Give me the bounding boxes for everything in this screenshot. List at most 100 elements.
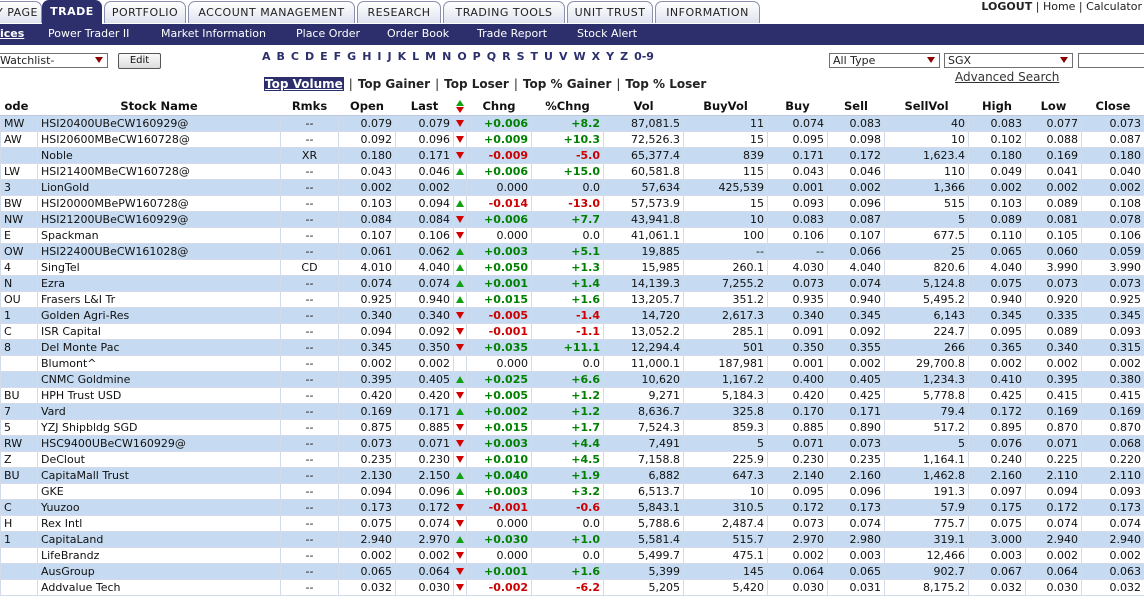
logout-link[interactable]: LOGOUT — [981, 0, 1033, 13]
letter-filter-p[interactable]: P — [472, 50, 481, 63]
letter-filter-j[interactable]: J — [387, 50, 392, 63]
stock-name-cell[interactable]: SingTel — [37, 259, 281, 276]
table-row[interactable]: E Spackman -- 0.107 0.106 0.000 0.0 41,061.1 100… — [0, 227, 1144, 244]
stock-name-cell[interactable]: CapitaMall Trust — [37, 467, 281, 484]
stock-name-cell[interactable]: HSI21400MBeCW160728@ — [37, 163, 281, 180]
table-row[interactable]: AW HSI20600MBeCW160728@ -- 0.092 0.096 +0.009… — [0, 131, 1144, 148]
table-row[interactable]: H Rex Intl -- 0.075 0.074 0.000 0.0 5,788.6 2,48… — [0, 515, 1144, 532]
stock-name-cell[interactable]: HSI20000MBePW160728@ — [37, 195, 281, 212]
table-row[interactable]: 5 YZJ Shipbldg SGD -- 0.875 0.885 +0.015 +1.7 7… — [0, 419, 1144, 436]
letter-filter-i[interactable]: I — [377, 50, 382, 63]
letter-filter-o[interactable]: O — [457, 50, 467, 63]
subnav-order-book[interactable]: Order Book — [387, 27, 450, 40]
stock-name-cell[interactable]: Del Monte Pac — [37, 339, 281, 356]
stock-name-cell[interactable]: Spackman — [37, 227, 281, 244]
stock-name-cell[interactable]: ISR Capital — [37, 323, 281, 340]
tab-account-management[interactable]: ACCOUNT MANAGEMENT — [188, 1, 355, 23]
subnav-prices[interactable]: ices — [0, 27, 25, 40]
letter-filter-r[interactable]: R — [502, 50, 511, 63]
stock-name-cell[interactable]: AusGroup — [37, 563, 281, 580]
table-row[interactable]: RW HSC9400UBeCW160929@ -- 0.073 0.071 +0.003 +… — [0, 435, 1144, 452]
letter-filter-0-9[interactable]: 0-9 — [634, 50, 654, 63]
stock-name-cell[interactable]: HSI20600MBeCW160728@ — [37, 131, 281, 148]
letter-filter-v[interactable]: V — [558, 50, 568, 63]
letter-filter-n[interactable]: N — [442, 50, 452, 63]
type-select[interactable]: All Type — [829, 53, 940, 68]
letter-filter-g[interactable]: G — [347, 50, 357, 63]
letter-filter-z[interactable]: Z — [620, 50, 629, 63]
stock-name-cell[interactable]: CNMC Goldmine — [37, 371, 281, 388]
col-pct-chng-header[interactable]: %Chng — [531, 97, 604, 116]
col-sellvol-header[interactable]: SellVol — [884, 97, 969, 116]
table-row[interactable]: 7 Vard -- 0.169 0.171 +0.002 +1.2 8,636.7 325.8 0… — [0, 403, 1144, 420]
col-buy-header[interactable]: Buy — [767, 97, 828, 116]
letter-filter-u[interactable]: U — [544, 50, 553, 63]
stock-name-cell[interactable]: Yuuzoo — [37, 499, 281, 516]
table-row[interactable]: C Yuuzoo -- 0.173 0.172 -0.001 -0.6 5,843.1 310.… — [0, 499, 1144, 516]
subnav-market-information[interactable]: Market Information — [161, 27, 266, 40]
stock-name-cell[interactable]: LionGold — [37, 179, 281, 196]
stock-name-cell[interactable]: Noble — [37, 147, 281, 164]
col-sell-header[interactable]: Sell — [827, 97, 885, 116]
table-row[interactable]: OU Frasers L&I Tr -- 0.925 0.940 +0.015 +1.6 13… — [0, 291, 1144, 308]
stock-name-cell[interactable]: LifeBrandz — [37, 547, 281, 564]
table-row[interactable]: BU CapitaMall Trust -- 2.130 2.150 +0.040 +1.9… — [0, 467, 1144, 484]
letter-filter-m[interactable]: M — [425, 50, 437, 63]
table-row[interactable]: 1 CapitaLand -- 2.940 2.970 +0.030 +1.0 5,581.4… — [0, 531, 1144, 548]
table-row[interactable]: C ISR Capital -- 0.094 0.092 -0.001 -1.1 13,052… — [0, 323, 1144, 340]
col-buyvol-header[interactable]: BuyVol — [683, 97, 768, 116]
col-last-header[interactable]: Last — [395, 97, 454, 116]
tab-information[interactable]: INFORMATION — [655, 1, 760, 23]
col-code-header[interactable]: ode — [0, 97, 38, 116]
market-select[interactable]: SGX — [944, 53, 1073, 68]
table-row[interactable]: BW HSI20000MBePW160728@ -- 0.103 0.094 -0.014… — [0, 195, 1144, 212]
col-open-header[interactable]: Open — [338, 97, 396, 116]
rank-top-gainer[interactable]: Top Gainer — [357, 77, 431, 91]
stock-name-cell[interactable]: HSI22400UBeCW161028@ — [37, 243, 281, 260]
letter-filter-l[interactable]: L — [412, 50, 420, 63]
stock-name-cell[interactable]: HPH Trust USD — [37, 387, 281, 404]
col-high-header[interactable]: High — [968, 97, 1026, 116]
stock-name-cell[interactable]: GKE — [37, 483, 281, 500]
table-row[interactable]: 4 SingTel CD 4.010 4.040 +0.050 +1.3 15,985 260.… — [0, 259, 1144, 276]
tab-trade[interactable]: TRADE — [42, 0, 102, 24]
table-row[interactable]: AusGroup -- 0.065 0.064 +0.001 +1.6 5,399 145 0.… — [0, 563, 1144, 580]
letter-filter-h[interactable]: H — [362, 50, 372, 63]
letter-filter-b[interactable]: B — [276, 50, 285, 63]
stock-name-cell[interactable]: Vard — [37, 403, 281, 420]
table-row[interactable]: NW HSI21200UBeCW160929@ -- 0.084 0.084 +0.006… — [0, 211, 1144, 228]
stock-name-cell[interactable]: Addvalue Tech — [37, 579, 281, 596]
tab-trading-tools[interactable]: TRADING TOOLS — [443, 1, 565, 23]
letter-filter-x[interactable]: X — [591, 50, 601, 63]
table-row[interactable]: Addvalue Tech -- 0.032 0.030 -0.002 -6.2 5,205… — [0, 579, 1144, 596]
stock-name-cell[interactable]: CapitaLand — [37, 531, 281, 548]
letter-filter-w[interactable]: W — [573, 50, 586, 63]
edit-watchlist-button[interactable]: Edit — [118, 53, 161, 69]
calculator-link[interactable]: Calculator — [1086, 0, 1142, 13]
letter-filter-k[interactable]: K — [397, 50, 407, 63]
letter-filter-a[interactable]: A — [262, 50, 271, 63]
search-input[interactable] — [1078, 53, 1144, 68]
table-row[interactable]: Blumont^ -- 0.002 0.002 0.000 0.0 11,000.1 187,… — [0, 355, 1144, 372]
table-row[interactable]: 8 Del Monte Pac -- 0.345 0.350 +0.035 +11.1 12,… — [0, 339, 1144, 356]
col-close-header[interactable]: Close — [1081, 97, 1144, 116]
letter-filter-c[interactable]: C — [290, 50, 299, 63]
col-low-header[interactable]: Low — [1025, 97, 1082, 116]
table-row[interactable]: 3 LionGold -- 0.002 0.002 0.000 0.0 57,634 425,5… — [0, 179, 1144, 196]
rank-top-volume[interactable]: Top Volume — [264, 77, 344, 91]
stock-name-cell[interactable]: DeClout — [37, 451, 281, 468]
table-row[interactable]: CNMC Goldmine -- 0.395 0.405 +0.025 +6.6 10,62… — [0, 371, 1144, 388]
letter-filter-q[interactable]: Q — [486, 50, 497, 63]
stock-name-cell[interactable]: Ezra — [37, 275, 281, 292]
stock-name-cell[interactable]: Rex Intl — [37, 515, 281, 532]
stock-name-cell[interactable]: Blumont^ — [37, 355, 281, 372]
advanced-search-link[interactable]: Advanced Search — [955, 70, 1060, 84]
stock-name-cell[interactable]: HSI20400UBeCW160929@ — [37, 115, 281, 132]
subnav-place-order[interactable]: Place Order — [296, 27, 361, 40]
subnav-power-trader[interactable]: Power Trader II — [48, 27, 130, 40]
subnav-stock-alert[interactable]: Stock Alert — [577, 27, 638, 40]
subnav-trade-report[interactable]: Trade Report — [477, 27, 548, 40]
col-vol-header[interactable]: Vol — [603, 97, 684, 116]
table-row[interactable]: LifeBrandz -- 0.002 0.002 0.000 0.0 5,499.7 475… — [0, 547, 1144, 564]
col-trend-header[interactable] — [453, 97, 467, 116]
